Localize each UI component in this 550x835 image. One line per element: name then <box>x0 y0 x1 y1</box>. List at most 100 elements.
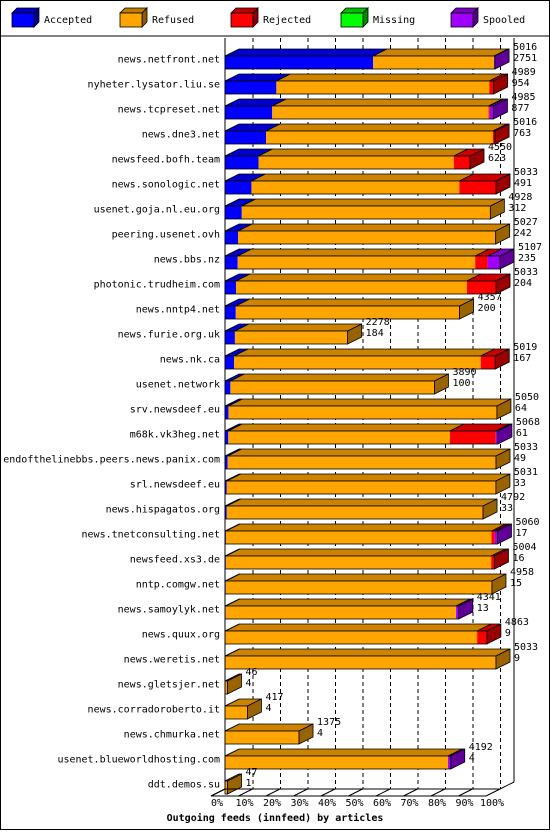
bar-segment-refused-top <box>230 374 448 381</box>
legend-item-refused: Refused <box>120 8 194 27</box>
bar-segment-rejected <box>491 556 494 569</box>
bar-segment-refused-top <box>227 474 510 481</box>
value-label-accepted: 49 <box>514 453 526 464</box>
x-tick-label: 100% <box>480 798 504 809</box>
category-label: nntp.comgw.net <box>136 580 220 591</box>
category-label: news.samoylyk.net <box>118 605 220 616</box>
value-label-total: 5068 <box>516 417 540 428</box>
value-label-accepted: 33 <box>501 503 513 514</box>
bar-segment-rejected <box>489 106 490 119</box>
bar-segment-refused-top <box>226 524 506 531</box>
value-label-accepted: 242 <box>514 228 532 239</box>
value-label-total: 4863 <box>505 617 529 628</box>
category-label: srv.newsdeef.eu <box>130 405 220 416</box>
value-label-total: 5033 <box>514 642 538 653</box>
x-axis-tick <box>266 789 280 796</box>
bar-segment-rejected <box>475 256 487 269</box>
value-label-total: 47 <box>246 767 258 778</box>
legend-swatch <box>341 13 363 27</box>
bar-segment-refused <box>225 756 448 769</box>
value-label-total: 4985 <box>511 92 535 103</box>
bar-segment-refused-top <box>226 549 505 556</box>
x-tick-label: 10% <box>235 798 253 809</box>
value-label-accepted: 4 <box>265 703 271 714</box>
value-label-accepted: 17 <box>515 528 527 539</box>
bar-segment-refused <box>266 131 493 144</box>
bar-segment-refused-top <box>225 724 313 731</box>
x-axis-tick <box>404 789 418 796</box>
x-axis-tick <box>486 789 500 796</box>
value-label-accepted: 4 <box>469 753 475 764</box>
bar-segment-refused-top <box>236 299 474 306</box>
value-label-accepted: 9 <box>514 653 520 664</box>
bar-segment-refused <box>228 431 450 444</box>
value-label-accepted: 4 <box>317 728 323 739</box>
bar-segment-accepted <box>225 256 238 269</box>
bar-segment-refused-top <box>238 224 510 231</box>
bar-segment-refused <box>226 606 456 619</box>
value-label-total: 5016 <box>513 42 537 53</box>
bar-segment-accepted <box>225 431 228 444</box>
bar-segment-rejected <box>459 181 496 194</box>
category-label: nyheter.lysator.liu.se <box>88 80 220 91</box>
value-label-total: 3890 <box>452 367 476 378</box>
x-axis-tick <box>294 789 308 796</box>
legend-label: Accepted <box>44 15 92 26</box>
legend-item-missing: Missing <box>341 8 415 27</box>
bar-segment-accepted <box>225 406 228 419</box>
legend-swatch <box>231 13 253 27</box>
x-axis-tick <box>349 789 363 796</box>
value-label-accepted: 623 <box>488 153 506 164</box>
value-label-accepted: 2751 <box>513 53 537 64</box>
bar-segment-refused-top <box>225 624 491 631</box>
bar-segment-refused <box>228 406 496 419</box>
x-tick-label: 70% <box>400 798 418 809</box>
category-label: news.hispagatos.org <box>106 505 220 516</box>
bar-segment-refused <box>276 81 489 94</box>
bar-segment-refused-top <box>242 199 505 206</box>
bar-segment-spooled <box>456 606 459 619</box>
bar-segment-refused <box>242 206 491 219</box>
bar-segment-rejected <box>481 356 496 369</box>
value-label-total: 5107 <box>518 242 542 253</box>
bar-segment-refused <box>228 456 496 469</box>
bar-segment-accepted <box>225 281 236 294</box>
bar-segment-refused-top <box>272 99 502 106</box>
x-tick-label: 50% <box>345 798 363 809</box>
value-label-accepted: 200 <box>478 303 496 314</box>
value-label-accepted: 13 <box>477 603 489 614</box>
value-label-total: 4928 <box>508 192 532 203</box>
bar-segment-refused <box>230 381 434 394</box>
category-label: photonic.trudheim.com <box>94 280 220 291</box>
bar-segment-refused <box>227 481 496 494</box>
category-label: peering.usenet.ovh <box>112 230 220 241</box>
bar-segment-accepted <box>225 131 266 144</box>
value-label-accepted: 33 <box>514 478 526 489</box>
category-label: usenet.blueworldhosting.com <box>57 755 220 766</box>
value-label-total: 5027 <box>514 217 538 228</box>
bar-segment-rejected <box>489 81 493 94</box>
bar-segment-refused <box>238 231 496 244</box>
x-tick-label: 40% <box>318 798 336 809</box>
value-label-accepted: 235 <box>518 253 536 264</box>
bar-segment-accepted <box>225 381 230 394</box>
legend-swatch <box>451 13 473 27</box>
bar-segment-refused <box>225 731 299 744</box>
bar-segment-refused <box>251 181 459 194</box>
bar-segment-refused-top <box>238 249 490 256</box>
bar-segment-refused <box>238 256 476 269</box>
category-label: news.chmurka.net <box>124 730 220 741</box>
